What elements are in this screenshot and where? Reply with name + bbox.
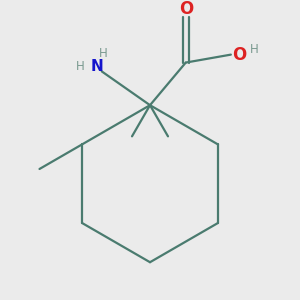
- Text: H: H: [249, 43, 258, 56]
- Text: H: H: [76, 60, 85, 73]
- Text: O: O: [232, 46, 246, 64]
- Text: N: N: [91, 59, 103, 74]
- Text: H: H: [99, 47, 108, 60]
- Text: O: O: [178, 0, 193, 18]
